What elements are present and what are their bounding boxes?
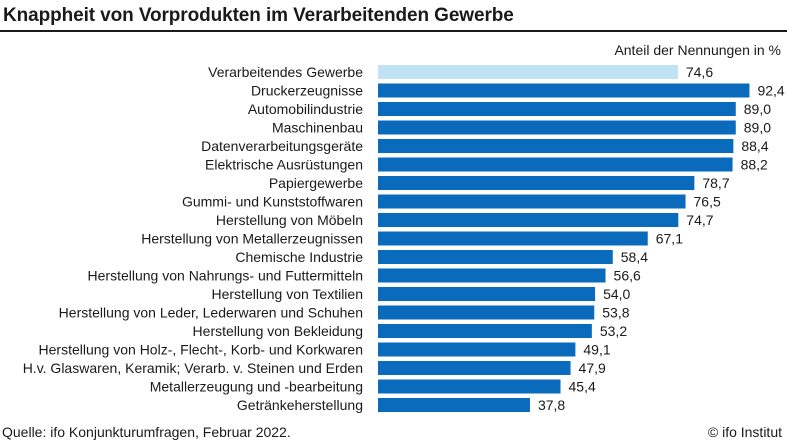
category-label: Chemische Industrie	[235, 249, 363, 265]
bar	[378, 194, 686, 209]
category-label: Herstellung von Holz-, Flecht-, Korb- un…	[39, 342, 363, 358]
category-label: Maschinenbau	[272, 120, 363, 136]
value-label: 49,1	[583, 342, 610, 358]
value-label: 56,6	[614, 268, 641, 284]
category-label: Gummi- und Kunststoffwaren	[182, 194, 363, 210]
value-label: 76,5	[694, 194, 721, 210]
category-label: H.v. Glaswaren, Keramik; Verarb. v. Stei…	[23, 360, 363, 376]
bar	[378, 305, 595, 320]
value-label: 88,2	[741, 157, 768, 173]
highlight-bar	[378, 65, 678, 79]
bar	[378, 120, 736, 135]
value-label: 53,2	[600, 323, 627, 339]
value-label: 74,7	[686, 212, 713, 228]
value-label: 53,8	[602, 305, 629, 321]
value-label: 92,4	[757, 83, 784, 99]
category-label: Druckerzeugnisse	[251, 83, 363, 99]
bar	[378, 213, 679, 227]
bar	[378, 342, 576, 357]
value-label: 37,8	[538, 397, 565, 413]
bar	[378, 231, 648, 246]
category-label: Verarbeitendes Gewerbe	[208, 64, 363, 80]
category-label: Automobilindustrie	[248, 101, 363, 117]
bar	[378, 250, 613, 264]
bar	[378, 287, 596, 301]
category-label: Papiergewerbe	[269, 175, 363, 191]
title-divider	[0, 30, 787, 32]
bar	[378, 157, 733, 172]
bar	[378, 324, 592, 338]
category-label: Datenverarbeitungsgeräte	[201, 138, 363, 154]
bar	[378, 379, 561, 394]
value-label: 47,9	[579, 360, 606, 376]
value-label: 67,1	[656, 231, 683, 247]
bar	[378, 268, 606, 283]
category-label: Herstellung von Bekleidung	[193, 323, 363, 339]
value-label: 88,4	[741, 138, 768, 154]
value-label: 89,0	[744, 120, 771, 136]
bar	[378, 102, 736, 116]
value-label: 58,4	[621, 249, 648, 265]
chart-title: Knappheit von Vorprodukten im Verarbeite…	[3, 5, 514, 26]
category-label: Elektrische Ausrüstungen	[205, 157, 363, 173]
value-label: 78,7	[702, 175, 729, 191]
unit-label: Anteil der Nennungen in %	[614, 42, 781, 58]
source-note: Quelle: ifo Konjunkturumfragen, Februar …	[2, 424, 291, 440]
bar	[378, 398, 530, 412]
bar	[378, 361, 571, 375]
category-label: Herstellung von Metallerzeugnissen	[141, 231, 363, 247]
value-label: 74,6	[686, 64, 713, 80]
category-label: Herstellung von Nahrungs- und Futtermitt…	[88, 268, 363, 284]
bar	[378, 83, 750, 98]
value-label: 89,0	[744, 101, 771, 117]
category-label: Getränkeherstellung	[237, 397, 363, 413]
bar	[378, 176, 695, 190]
copyright-note: © ifo Institut	[707, 424, 782, 440]
value-label: 45,4	[569, 379, 596, 395]
category-label: Herstellung von Textilien	[212, 286, 364, 302]
category-label: Herstellung von Möbeln	[216, 212, 363, 228]
value-label: 54,0	[603, 286, 630, 302]
category-label: Herstellung von Leder, Lederwaren und Sc…	[59, 305, 363, 321]
bar	[378, 139, 734, 153]
category-label: Metallerzeugung und -bearbeitung	[150, 379, 363, 395]
